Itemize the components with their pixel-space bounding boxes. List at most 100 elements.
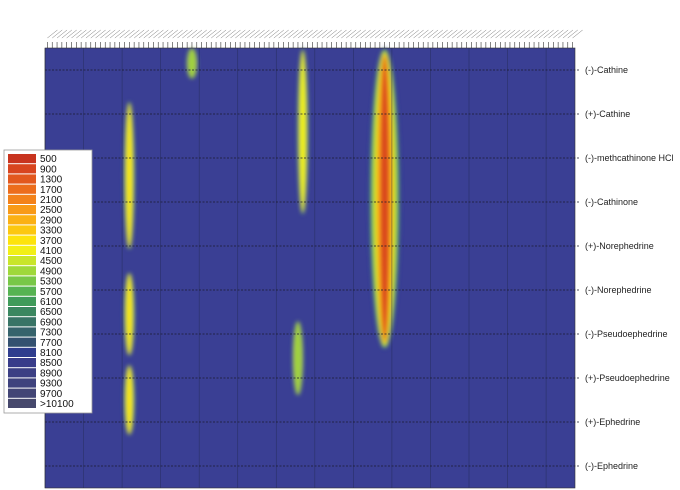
column-tick-label xyxy=(374,29,386,39)
column-tick-label xyxy=(326,29,338,39)
legend-label: 2100 xyxy=(40,195,63,206)
legend-label: 5300 xyxy=(40,277,63,288)
legend-swatch xyxy=(8,256,36,266)
column-tick-label xyxy=(495,29,506,39)
column-tick-label xyxy=(162,29,174,39)
hotspot xyxy=(123,364,136,436)
column-tick-label xyxy=(259,29,270,39)
column-tick-label xyxy=(471,29,482,39)
column-tick-label xyxy=(548,29,559,39)
column-tick-label xyxy=(129,29,140,39)
hotspot-band xyxy=(189,48,194,78)
legend-label: 9700 xyxy=(40,389,63,400)
column-tick-label xyxy=(524,29,535,39)
column-tick-label xyxy=(485,29,497,39)
column-tick-label xyxy=(239,29,251,39)
column-tick-label xyxy=(153,29,164,39)
column-tick-label xyxy=(105,29,116,39)
column-tick-label xyxy=(249,29,260,39)
column-tick-label xyxy=(90,29,101,39)
legend-swatch xyxy=(8,378,36,388)
column-tick-label xyxy=(451,29,463,39)
legend-swatch xyxy=(8,337,36,347)
column-ticks xyxy=(47,29,583,48)
legend-swatch xyxy=(8,286,36,296)
legend-label: 500 xyxy=(40,154,57,165)
row-label: (-)-Pseudoephedrine xyxy=(585,329,668,339)
column-tick-label xyxy=(408,29,419,39)
column-tick-label xyxy=(398,29,410,39)
column-tick-label xyxy=(61,29,73,39)
column-tick-label xyxy=(490,29,501,39)
column-tick-label xyxy=(533,29,545,39)
legend-swatch xyxy=(8,358,36,368)
legend-swatch xyxy=(8,184,36,194)
legend-swatch xyxy=(8,317,36,327)
legend-label: 8500 xyxy=(40,358,63,369)
column-tick-label xyxy=(80,29,92,39)
column-tick-label xyxy=(543,29,554,39)
column-tick-label xyxy=(321,29,333,39)
column-tick-label xyxy=(567,29,578,39)
column-tick-label xyxy=(71,29,82,39)
column-tick-label xyxy=(138,29,150,39)
column-tick-label xyxy=(476,29,487,39)
column-tick-label xyxy=(557,29,569,39)
column-tick-label xyxy=(456,29,468,39)
column-tick-label xyxy=(244,29,256,39)
legend-swatch xyxy=(8,347,36,357)
legend-label: 3300 xyxy=(40,226,63,237)
legend-swatch xyxy=(8,296,36,306)
column-tick-label xyxy=(336,29,347,39)
column-tick-label xyxy=(158,29,169,39)
column-tick-label xyxy=(447,29,458,39)
column-tick-label xyxy=(220,29,232,39)
legend-swatch xyxy=(8,235,36,245)
legend-swatch xyxy=(8,398,36,408)
legend-label: 2900 xyxy=(40,215,63,226)
column-tick-label xyxy=(307,29,318,39)
column-tick-label xyxy=(273,29,285,39)
legend-swatch xyxy=(8,164,36,174)
column-tick-label xyxy=(365,29,376,39)
legend-swatch xyxy=(8,276,36,286)
hotspot-band xyxy=(380,57,389,341)
legend-label: 2500 xyxy=(40,205,63,216)
legend-label: >10100 xyxy=(40,399,74,410)
column-tick-label xyxy=(480,29,492,39)
column-tick-label xyxy=(95,29,106,39)
legend-swatch xyxy=(8,388,36,398)
hotspot xyxy=(123,100,136,251)
hotspot-band xyxy=(127,274,132,354)
plot-background xyxy=(45,48,575,488)
column-tick-label xyxy=(466,29,477,39)
column-tick-label xyxy=(114,29,126,39)
legend-label: 9300 xyxy=(40,379,63,390)
row-label: (-)-Ephedrine xyxy=(585,461,638,471)
column-tick-label xyxy=(360,29,371,39)
column-tick-label xyxy=(230,29,241,39)
column-tick-label xyxy=(254,29,265,39)
column-tick-label xyxy=(196,29,207,39)
column-tick-label xyxy=(553,29,564,39)
column-tick-label xyxy=(124,29,135,39)
legend-label: 8100 xyxy=(40,348,63,359)
column-tick-label xyxy=(47,29,58,39)
column-tick-label xyxy=(418,29,429,39)
hotspot-band xyxy=(295,322,300,394)
column-tick-label xyxy=(442,29,453,39)
hotspot xyxy=(368,48,401,350)
column-tick-label xyxy=(384,29,395,39)
legend-swatch xyxy=(8,368,36,378)
legend-label: 7300 xyxy=(40,328,63,339)
column-tick-label xyxy=(201,29,212,39)
column-tick-label xyxy=(423,29,434,39)
column-tick-label xyxy=(345,29,357,39)
column-tick-label xyxy=(413,29,424,39)
column-tick-label xyxy=(403,29,415,39)
column-tick-label xyxy=(85,29,97,39)
column-tick-label xyxy=(572,29,583,39)
legend-label: 6900 xyxy=(40,317,63,328)
legend-label: 7700 xyxy=(40,338,63,349)
column-tick-label xyxy=(500,29,511,39)
